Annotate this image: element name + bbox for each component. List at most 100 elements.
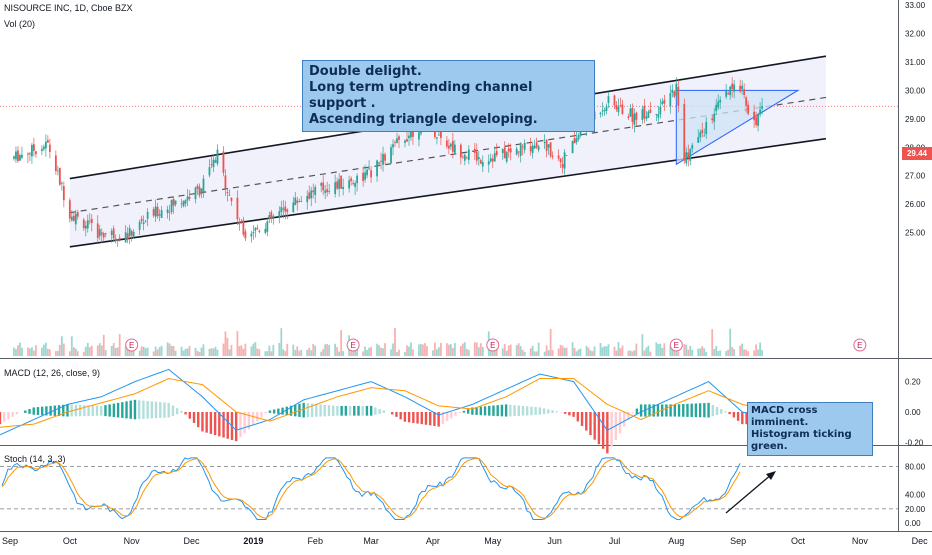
volume-bar xyxy=(743,349,745,356)
macd-histogram-bar xyxy=(543,408,545,414)
price-candle xyxy=(725,91,727,97)
volume-bar xyxy=(685,345,687,356)
price-candle xyxy=(145,221,147,222)
price-candle xyxy=(384,154,386,160)
macd-histogram-bar xyxy=(210,412,212,434)
volume-bar xyxy=(558,349,560,356)
volume-bar xyxy=(97,345,99,356)
volume-bar xyxy=(480,343,482,356)
volume-bar xyxy=(201,348,203,356)
volume-bar xyxy=(534,351,536,356)
macd-histogram-bar xyxy=(151,401,153,418)
volume-bar xyxy=(187,348,189,356)
price-candle xyxy=(733,84,735,91)
volume-bar xyxy=(755,344,757,356)
macd-histogram-bar xyxy=(256,412,258,421)
macd-histogram-bar xyxy=(404,412,406,422)
price-candle xyxy=(739,86,741,92)
volume-bar xyxy=(173,346,175,356)
volume-bar xyxy=(703,348,705,356)
volume-bar xyxy=(418,344,420,356)
price-candle xyxy=(558,155,560,158)
volume-bar xyxy=(280,328,282,356)
volume-bar xyxy=(294,350,296,356)
macd-histogram-bar xyxy=(674,404,676,416)
price-candle xyxy=(157,207,159,216)
macd-histogram-bar xyxy=(564,412,566,414)
macd-histogram-bar xyxy=(125,401,127,418)
volume-bar xyxy=(759,343,761,356)
price-candle xyxy=(340,176,342,189)
volume-bar xyxy=(99,343,101,356)
price-candle xyxy=(129,228,131,236)
price-candle xyxy=(342,187,344,189)
time-axis-tick: Jun xyxy=(547,536,562,546)
volume-bar xyxy=(600,343,602,356)
price-candle xyxy=(602,111,604,112)
price-candle xyxy=(548,144,550,147)
macd-histogram-bar xyxy=(720,409,722,414)
price-candle xyxy=(35,151,37,154)
volume-bar xyxy=(632,351,634,356)
macd-histogram-bar xyxy=(168,403,170,418)
volume-bar xyxy=(209,349,211,356)
price-axis-tick: 32.00 xyxy=(905,29,926,38)
price-candle xyxy=(649,110,651,113)
volume-bar xyxy=(244,344,246,356)
price-candle xyxy=(600,113,602,114)
volume-bar xyxy=(739,346,741,356)
price-candle xyxy=(242,220,244,234)
macd-histogram-bar xyxy=(421,412,423,424)
price-candle xyxy=(348,180,350,188)
volume-bar xyxy=(33,351,35,356)
macd-histogram-bar xyxy=(606,412,608,453)
macd-histogram-bar xyxy=(273,410,275,414)
price-candle xyxy=(105,233,107,234)
price-candle xyxy=(181,203,183,204)
time-axis-tick: Mar xyxy=(363,536,379,546)
price-candle xyxy=(280,207,282,212)
volume-indicator-label: Vol (20) xyxy=(4,19,35,29)
volume-bar xyxy=(733,349,735,356)
macd-histogram-bar xyxy=(703,403,705,417)
price-candle xyxy=(203,179,205,192)
price-candle xyxy=(19,155,21,161)
price-candle xyxy=(506,152,508,162)
price-candle xyxy=(604,110,606,111)
volume-bar xyxy=(340,330,342,356)
volume-bar xyxy=(117,347,119,356)
macd-histogram-bar xyxy=(610,412,612,447)
macd-histogram-bar xyxy=(239,412,241,437)
macd-histogram-bar xyxy=(623,412,625,427)
volume-bar xyxy=(476,343,478,356)
price-candle xyxy=(217,150,219,164)
price-candle xyxy=(699,132,701,137)
annotation-note-macd: MACD cross imminent. Histogram ticking g… xyxy=(747,402,873,456)
macd-histogram-bar xyxy=(243,412,245,433)
volume-bar xyxy=(376,344,378,356)
volume-bar xyxy=(49,349,51,356)
macd-histogram-bar xyxy=(450,412,452,418)
price-candle xyxy=(199,187,201,196)
price-candle xyxy=(250,234,252,237)
price-candle xyxy=(689,149,691,161)
price-axis-tick: 29.00 xyxy=(905,115,926,124)
volume-bar xyxy=(59,345,61,356)
volume-bar xyxy=(725,351,727,356)
macd-histogram-bar xyxy=(138,400,140,419)
price-candle xyxy=(47,140,49,143)
price-axis-tick: 33.00 xyxy=(905,1,926,10)
volume-bar xyxy=(634,350,636,356)
price-candle xyxy=(398,136,400,139)
price-candle xyxy=(659,107,661,114)
time-axis-tick: Apr xyxy=(426,536,440,546)
volume-bar xyxy=(705,352,707,356)
volume-bar xyxy=(145,348,147,356)
macd-histogram-bar xyxy=(463,411,465,413)
volume-bar xyxy=(464,342,466,356)
price-candle xyxy=(530,146,532,151)
price-candle xyxy=(645,117,647,119)
volume-bar xyxy=(618,342,620,356)
volume-bar xyxy=(229,349,231,356)
